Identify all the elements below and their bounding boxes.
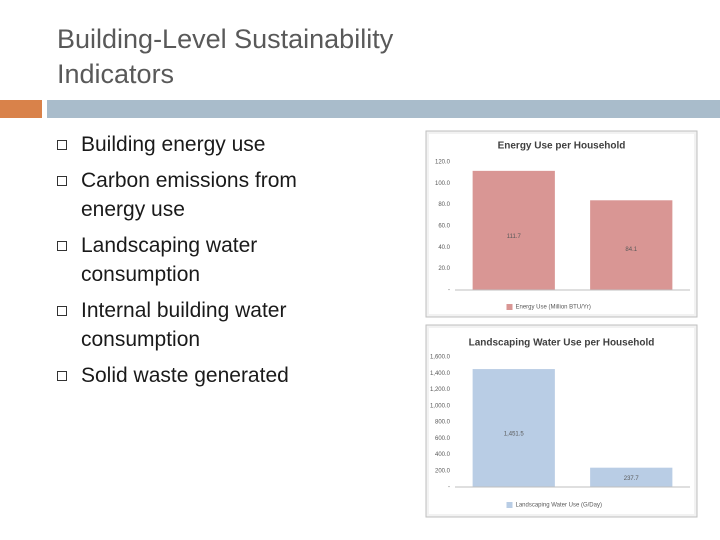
title-rule [47,100,720,118]
bullet-item: Landscaping water consumption [57,231,331,289]
bullet-icon [57,306,67,316]
bullet-icon [57,241,67,251]
bullet-item: Carbon emissions from energy use [57,166,331,224]
bullet-item: Internal building water consumption [57,296,331,354]
y-tick-label: 100.0 [435,181,451,187]
bar [590,467,673,487]
data-label: 1,451.5 [504,432,525,438]
y-tick-label: 800.0 [435,420,451,426]
bullet-icon [57,371,67,381]
y-tick-label: 80.0 [438,202,450,208]
legend-swatch [506,502,513,508]
y-tick-label: 400.0 [435,452,451,458]
bullet-text: Building energy use [81,133,266,156]
legend-label: Landscaping Water Use (G/Day) [516,503,602,509]
chart: Energy Use per Household - 20.0 40.0 60.0 80.… [425,130,698,318]
y-tick-label: 200.0 [435,468,451,474]
bar [472,369,555,487]
bullet-text: Carbon emissions from energy use [81,169,297,221]
slide-title: Building-Level Sustainability Indicators [57,24,394,89]
bar [472,170,555,290]
bullet-icon [57,176,67,186]
data-label: 84.1 [625,247,637,253]
y-tick-label: 40.0 [438,245,450,251]
legend-label: Energy Use (Million BTU/Yr) [516,305,591,311]
chart-title: Energy Use per Household [498,141,626,152]
bullet-icon [57,140,67,150]
y-tick-label: 1,600.0 [430,355,451,361]
data-label: 237.7 [624,476,640,482]
y-tick-label: 60.0 [438,224,450,230]
bullet-text: Solid waste generated [81,364,289,387]
y-tick-label: 1,000.0 [430,403,451,409]
chart: Landscaping Water Use per Household - 200.… [425,324,698,518]
bullet-text: Landscaping water consumption [81,234,258,286]
legend-swatch [506,304,513,310]
y-tick-label: 20.0 [438,266,450,272]
y-tick-label: 120.0 [435,160,451,166]
data-label: 111.7 [507,234,522,240]
y-tick-label: 600.0 [435,436,451,442]
y-tick-label: - [448,485,450,491]
chart-title: Landscaping Water Use per Household [469,338,655,349]
y-tick-label: 1,200.0 [430,387,451,393]
bullet-item: Solid waste generated [57,361,331,390]
bullet-text: Internal building water consumption [81,299,287,351]
bullet-list: Building energy use Carbon emissions from… [57,130,331,397]
bullet-item: Building energy use [57,130,331,159]
y-tick-label: 1,400.0 [430,371,451,377]
y-tick-label: - [448,288,450,294]
accent-bar [0,100,42,118]
bar [590,200,673,290]
